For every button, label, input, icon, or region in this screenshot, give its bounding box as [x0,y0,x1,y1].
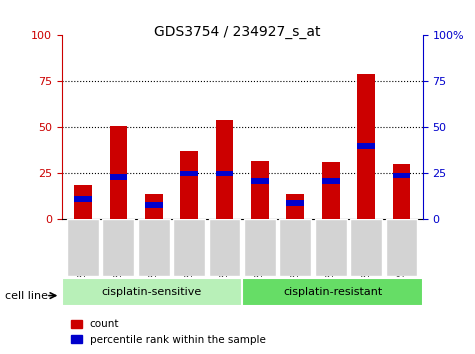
FancyBboxPatch shape [138,219,170,276]
Bar [357,74,375,219]
Bar [180,171,198,176]
FancyBboxPatch shape [173,219,205,276]
Bar [110,126,127,219]
Bar [286,194,304,219]
FancyBboxPatch shape [67,219,99,276]
Bar [357,143,375,149]
Bar [251,178,269,184]
Bar [286,200,304,206]
Bar [216,171,233,176]
Bar [216,120,233,219]
FancyBboxPatch shape [209,219,240,276]
FancyBboxPatch shape [62,278,242,306]
Bar [322,178,340,184]
Text: cell line: cell line [5,291,48,301]
FancyBboxPatch shape [103,219,134,276]
Bar [251,161,269,219]
Bar [393,172,410,178]
Bar [145,194,162,219]
Bar [74,196,92,202]
FancyBboxPatch shape [242,278,423,306]
Legend: count, percentile rank within the sample: count, percentile rank within the sample [67,315,270,349]
FancyBboxPatch shape [350,219,382,276]
Bar [322,162,340,219]
Text: cisplatin-sensitive: cisplatin-sensitive [102,287,202,297]
FancyBboxPatch shape [244,219,276,276]
Bar [145,202,162,207]
FancyBboxPatch shape [386,219,418,276]
Text: GDS3754 / 234927_s_at: GDS3754 / 234927_s_at [154,25,321,39]
Bar [110,175,127,180]
Bar [180,152,198,219]
Bar [74,184,92,219]
FancyBboxPatch shape [315,219,347,276]
FancyBboxPatch shape [279,219,311,276]
Text: cisplatin-resistant: cisplatin-resistant [283,287,382,297]
Bar [393,164,410,219]
